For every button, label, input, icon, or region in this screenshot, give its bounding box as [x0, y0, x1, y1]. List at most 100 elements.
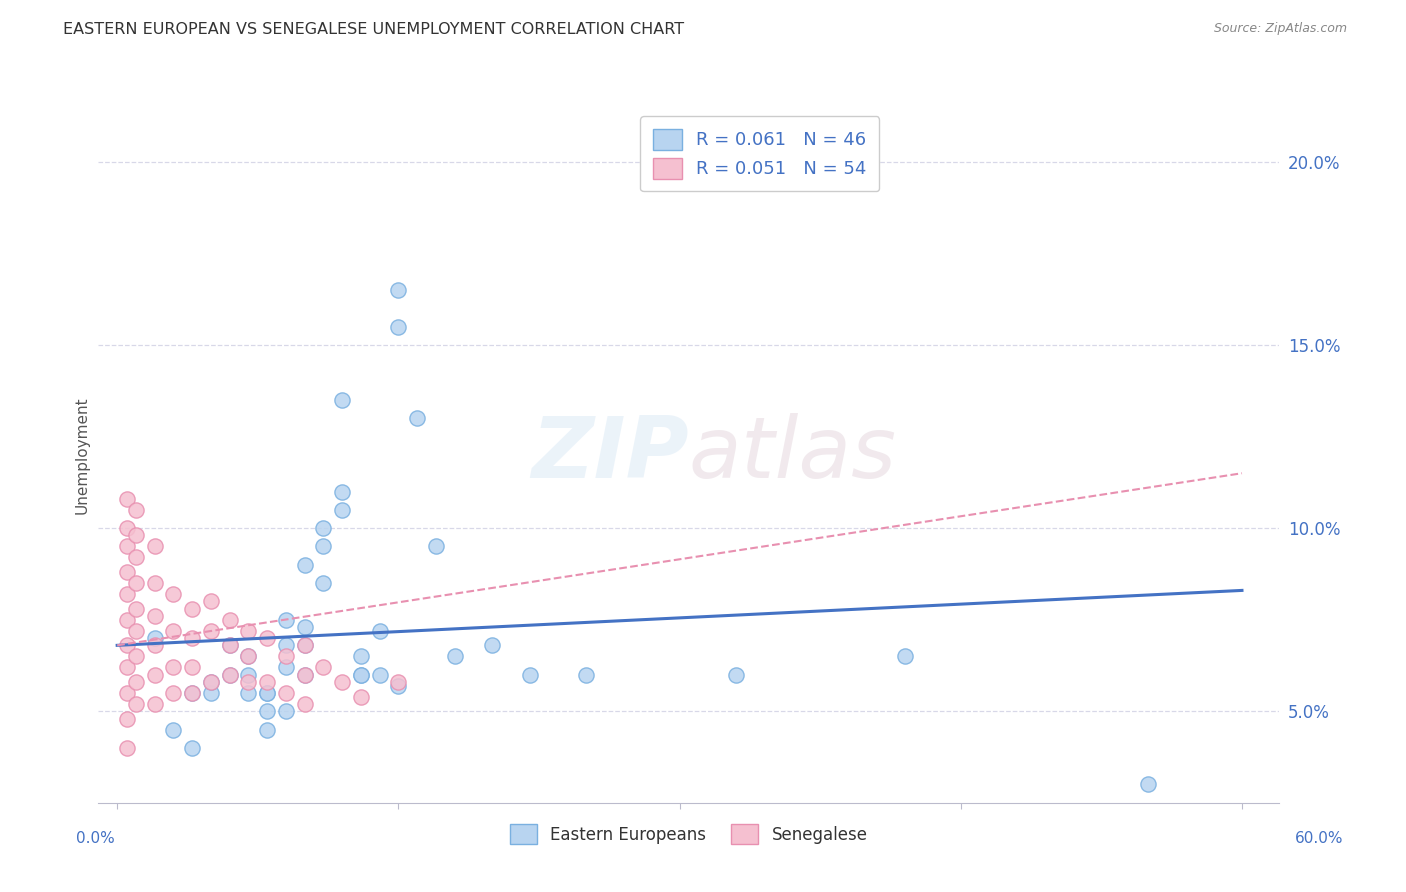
Point	[181, 631, 204, 645]
Point	[256, 686, 278, 700]
Point	[200, 624, 222, 638]
Point	[330, 392, 353, 407]
Point	[238, 667, 260, 681]
Point	[218, 667, 240, 681]
Point	[125, 503, 148, 517]
Point	[162, 723, 184, 737]
Point	[406, 411, 429, 425]
Text: EASTERN EUROPEAN VS SENEGALESE UNEMPLOYMENT CORRELATION CHART: EASTERN EUROPEAN VS SENEGALESE UNEMPLOYM…	[63, 22, 685, 37]
Point	[368, 624, 391, 638]
Point	[387, 675, 409, 690]
Text: 60.0%: 60.0%	[1295, 831, 1343, 846]
Point	[200, 675, 222, 690]
Point	[125, 675, 148, 690]
Point	[115, 613, 138, 627]
Point	[350, 690, 373, 704]
Point	[125, 550, 148, 565]
Point	[294, 667, 316, 681]
Point	[162, 660, 184, 674]
Point	[115, 660, 138, 674]
Point	[330, 503, 353, 517]
Point	[143, 576, 166, 591]
Point	[893, 649, 915, 664]
Point	[350, 667, 373, 681]
Point	[143, 540, 166, 554]
Point	[256, 631, 278, 645]
Text: atlas: atlas	[689, 413, 897, 497]
Point	[143, 638, 166, 652]
Point	[143, 609, 166, 624]
Point	[238, 686, 260, 700]
Point	[256, 675, 278, 690]
Text: ZIP: ZIP	[531, 413, 689, 497]
Point	[125, 601, 148, 615]
Point	[143, 631, 166, 645]
Point	[115, 740, 138, 755]
Point	[181, 686, 204, 700]
Point	[443, 649, 465, 664]
Point	[274, 686, 297, 700]
Point	[294, 667, 316, 681]
Point	[294, 620, 316, 634]
Point	[1137, 777, 1160, 791]
Point	[387, 679, 409, 693]
Point	[125, 697, 148, 711]
Point	[218, 667, 240, 681]
Point	[115, 587, 138, 601]
Point	[256, 723, 278, 737]
Point	[294, 638, 316, 652]
Point	[350, 667, 373, 681]
Point	[218, 613, 240, 627]
Point	[274, 638, 297, 652]
Point	[218, 638, 240, 652]
Point	[724, 667, 747, 681]
Point	[575, 667, 598, 681]
Point	[181, 660, 204, 674]
Point	[274, 613, 297, 627]
Point	[115, 540, 138, 554]
Text: Source: ZipAtlas.com: Source: ZipAtlas.com	[1213, 22, 1347, 36]
Point	[330, 675, 353, 690]
Point	[368, 667, 391, 681]
Point	[312, 660, 335, 674]
Legend: Eastern Europeans, Senegalese: Eastern Europeans, Senegalese	[501, 814, 877, 854]
Point	[274, 704, 297, 718]
Point	[162, 587, 184, 601]
Point	[330, 484, 353, 499]
Point	[519, 667, 541, 681]
Point	[181, 740, 204, 755]
Point	[200, 686, 222, 700]
Point	[115, 565, 138, 579]
Point	[387, 319, 409, 334]
Point	[200, 594, 222, 608]
Point	[274, 660, 297, 674]
Point	[162, 686, 184, 700]
Point	[294, 638, 316, 652]
Point	[274, 649, 297, 664]
Point	[387, 283, 409, 297]
Point	[125, 624, 148, 638]
Point	[162, 624, 184, 638]
Point	[115, 521, 138, 535]
Point	[238, 675, 260, 690]
Point	[115, 638, 138, 652]
Point	[481, 638, 503, 652]
Point	[425, 540, 447, 554]
Point	[115, 491, 138, 506]
Point	[125, 649, 148, 664]
Text: 0.0%: 0.0%	[76, 831, 115, 846]
Point	[181, 686, 204, 700]
Point	[294, 558, 316, 572]
Point	[256, 686, 278, 700]
Point	[256, 704, 278, 718]
Point	[115, 712, 138, 726]
Point	[294, 697, 316, 711]
Point	[143, 697, 166, 711]
Point	[218, 638, 240, 652]
Point	[125, 576, 148, 591]
Point	[115, 686, 138, 700]
Point	[125, 528, 148, 542]
Point	[312, 540, 335, 554]
Point	[312, 521, 335, 535]
Point	[312, 576, 335, 591]
